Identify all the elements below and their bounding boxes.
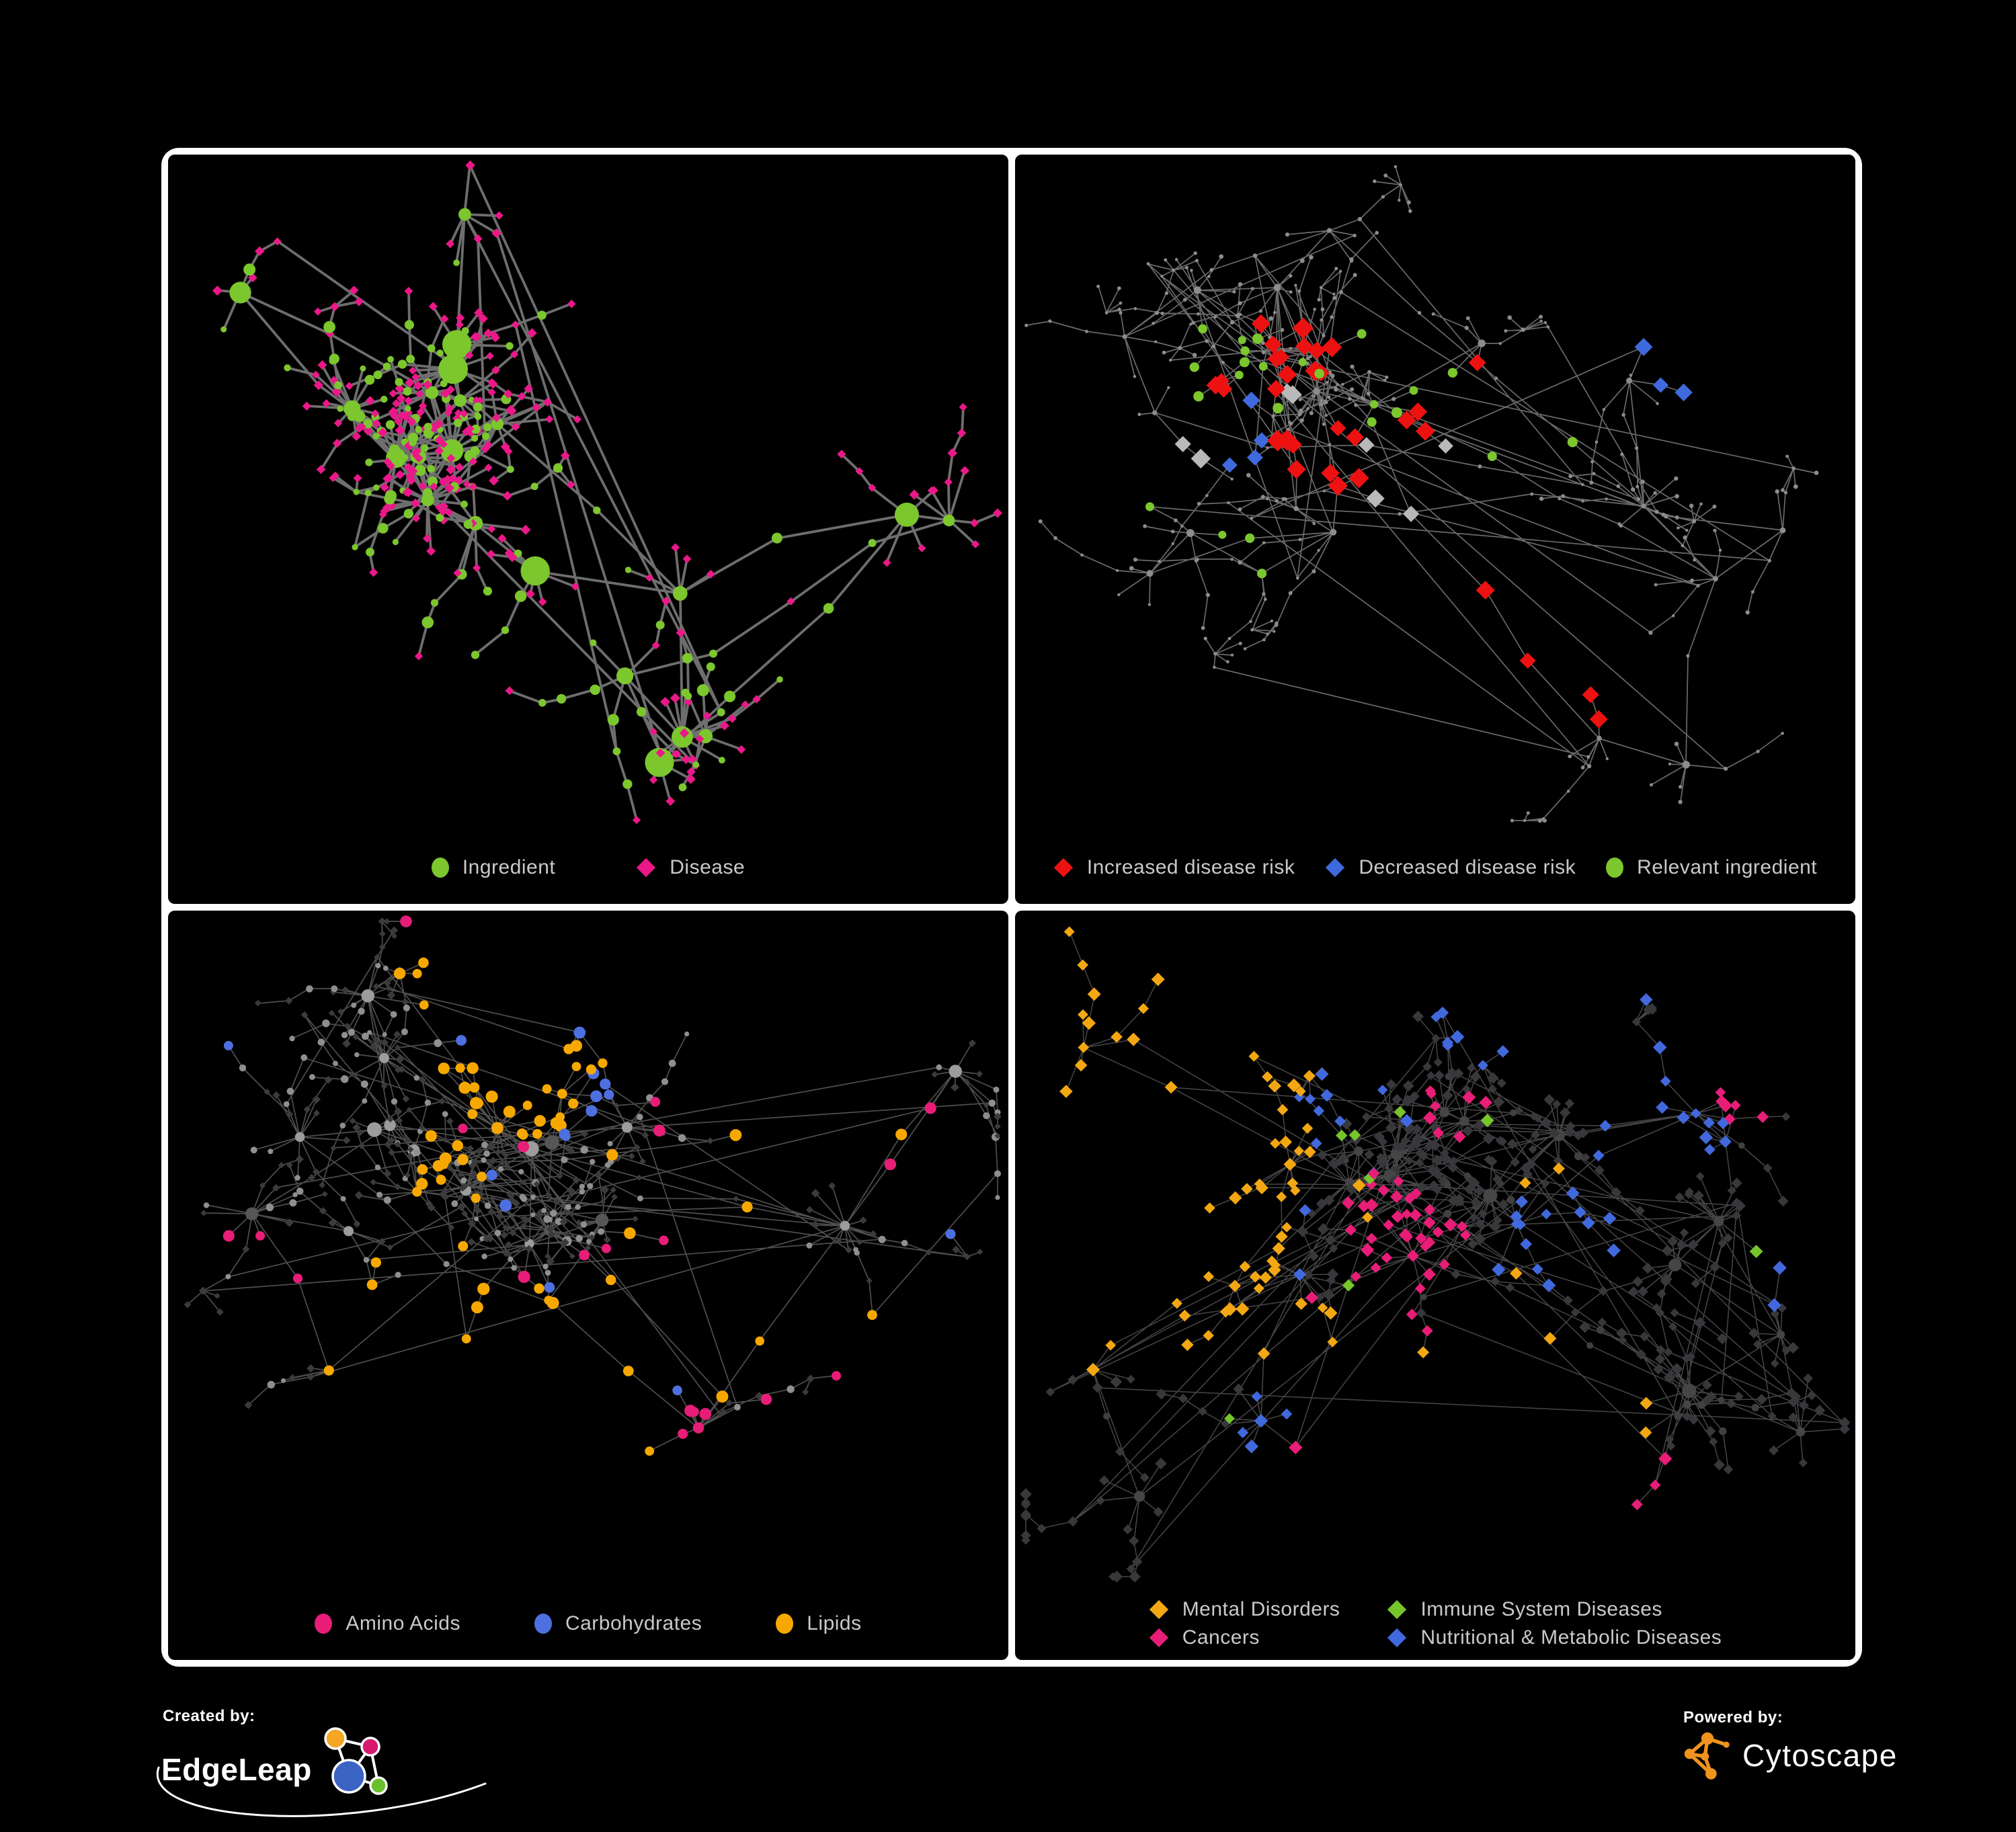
circle-marker <box>431 858 449 878</box>
disease-risk-network-graph <box>1024 165 1819 823</box>
legend-label: Mental Disorders <box>1182 1598 1340 1620</box>
circle-marker <box>1606 858 1624 878</box>
panel-disease-risk: Increased disease risk Decreased disease … <box>1015 155 1855 904</box>
cytoscape-credit: Powered by: Cytoscape <box>1682 1708 1898 1781</box>
legend-item: Immune System Diseases <box>1387 1598 1722 1621</box>
legend-label: Disease <box>670 856 745 878</box>
diamond-marker <box>1326 858 1345 878</box>
legend-ingredient-disease: Ingredient Disease <box>168 831 1008 904</box>
legend-disease-risk: Increased disease risk Decreased disease … <box>1015 831 1855 904</box>
circle-marker <box>315 1614 333 1634</box>
edgeleap-logo-icon <box>324 1727 388 1795</box>
legend-label: Decreased disease risk <box>1359 856 1576 878</box>
legend-item: Amino Acids <box>315 1612 460 1635</box>
legend-item: Decreased disease risk <box>1325 856 1576 879</box>
legend-item: Carbohydrates <box>534 1612 702 1635</box>
diamond-marker <box>637 858 656 878</box>
edgeleap-credit: Created by: EdgeLeap <box>156 1707 487 1817</box>
legend-item: Relevant ingredient <box>1606 856 1817 879</box>
figure-board: Ingredient Disease Increased disease risk… <box>161 148 1862 1667</box>
legend-item: Nutritional & Metabolic Diseases <box>1387 1626 1722 1649</box>
legend-item: Mental Disorders <box>1149 1598 1340 1621</box>
legend-disease-classes: Mental Disorders Cancers Immune System Dis… <box>1015 1587 1855 1660</box>
legend-nutrient-classes: Amino Acids Carbohydrates Lipids <box>168 1587 1008 1660</box>
legend-label: Relevant ingredient <box>1637 856 1818 878</box>
legend-label: Immune System Diseases <box>1420 1598 1662 1620</box>
circle-marker <box>534 1614 552 1634</box>
cytoscape-wordmark: Cytoscape <box>1742 1738 1898 1773</box>
powered-by-label: Powered by: <box>1683 1708 1783 1726</box>
legend-item: Increased disease risk <box>1053 856 1295 879</box>
legend-label: Cancers <box>1182 1626 1260 1649</box>
edgeleap-swoosh <box>156 1766 487 1817</box>
diamond-marker <box>1387 1628 1407 1648</box>
circle-marker <box>776 1614 794 1634</box>
nutrient-classes-network-graph <box>184 915 1002 1456</box>
diamond-marker <box>1149 1628 1168 1648</box>
edgeleap-wordmark: EdgeLeap <box>161 1752 312 1787</box>
diamond-marker <box>1149 1599 1168 1620</box>
legend-item: Disease <box>636 856 745 879</box>
legend-label: Lipids <box>807 1612 862 1634</box>
legend-item: Lipids <box>776 1612 861 1635</box>
legend-label: Increased disease risk <box>1086 856 1295 878</box>
legend-label: Nutritional & Metabolic Diseases <box>1420 1626 1722 1649</box>
legend-label: Ingredient <box>462 856 556 878</box>
legend-label: Carbohydrates <box>565 1612 702 1634</box>
created-by-label: Created by: <box>163 1707 255 1725</box>
legend-item: Cancers <box>1149 1626 1340 1649</box>
legend-item: Ingredient <box>431 856 556 879</box>
cytoscape-logo-icon <box>1684 1732 1730 1780</box>
legend-label: Amino Acids <box>346 1612 460 1634</box>
diamond-marker <box>1387 1599 1407 1620</box>
panel-nutrient-classes: Amino Acids Carbohydrates Lipids <box>168 911 1008 1660</box>
ingredient-disease-network-graph <box>212 160 1002 825</box>
panel-ingredient-disease: Ingredient Disease <box>168 155 1008 904</box>
disease-classes-network-graph <box>1020 926 1851 1583</box>
panel-disease-classes: Mental Disorders Cancers Immune System Dis… <box>1015 911 1855 1660</box>
diamond-marker <box>1053 858 1073 878</box>
